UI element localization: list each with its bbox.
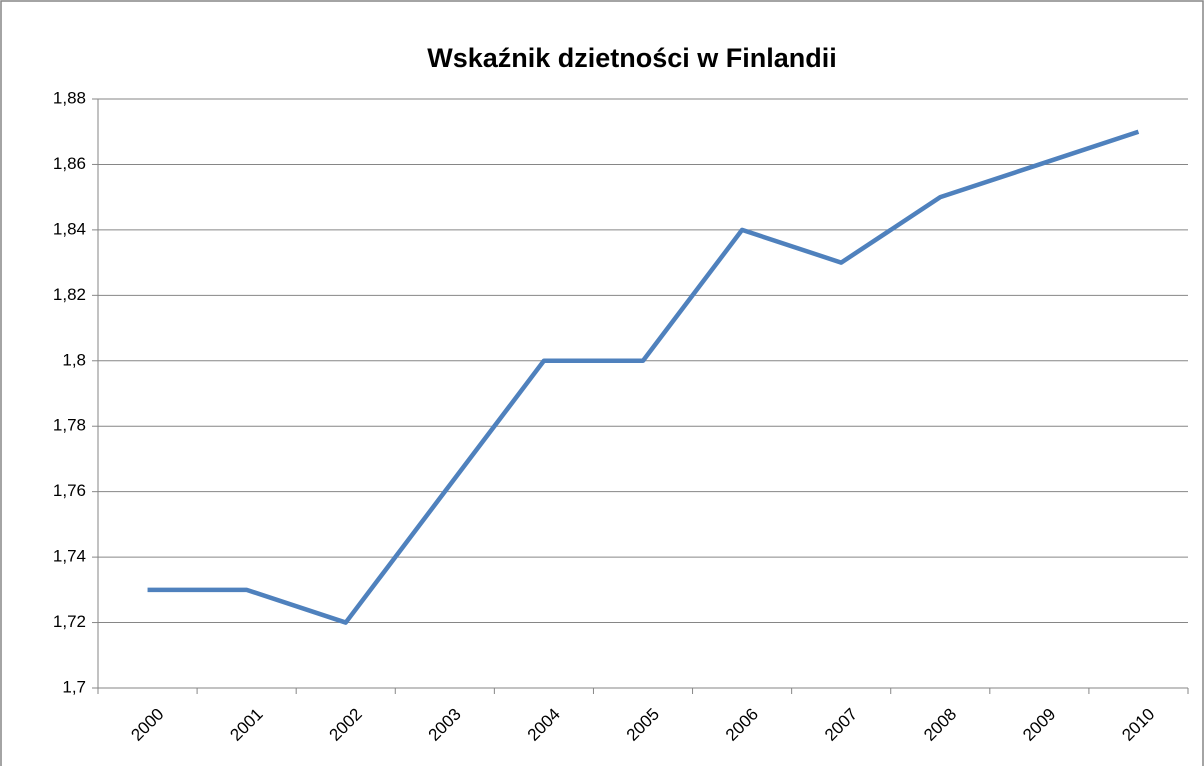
- y-tick-label: 1,74: [53, 547, 86, 566]
- chart-title: Wskaźnik dzietności w Finlandii: [427, 43, 837, 73]
- y-tick-label: 1,7: [62, 677, 86, 696]
- y-tick-label: 1,84: [53, 219, 86, 238]
- y-tick-label: 1,8: [62, 350, 86, 369]
- y-tick-label: 1,72: [53, 612, 86, 631]
- y-tick-label: 1,76: [53, 481, 86, 500]
- y-tick-label: 1,78: [53, 416, 86, 435]
- y-tick-label: 1,82: [53, 285, 86, 304]
- data-line: [147, 129, 1140, 625]
- y-tick-label: 1,88: [53, 88, 86, 107]
- y-tick-label: 1,86: [53, 154, 86, 173]
